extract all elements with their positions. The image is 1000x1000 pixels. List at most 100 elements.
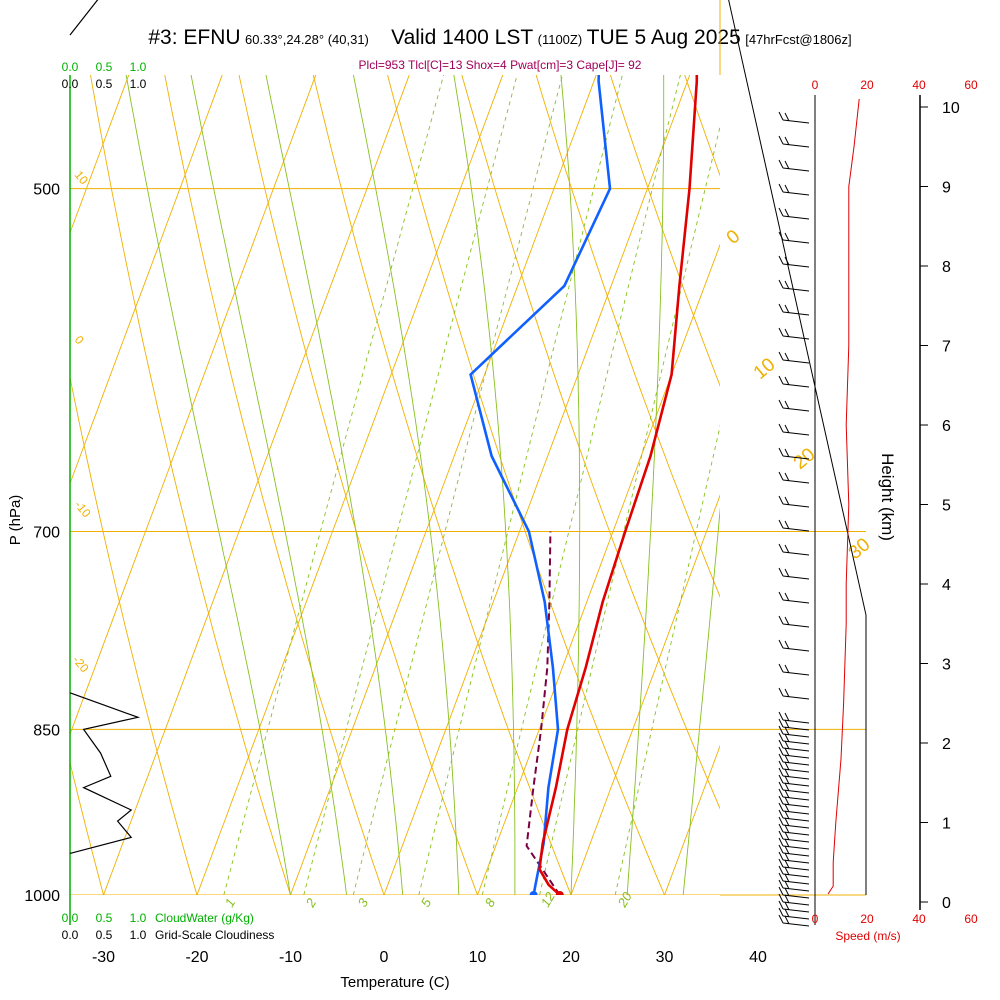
- speed-tick-top: 40: [912, 78, 926, 92]
- wind-barb-flag: [784, 544, 790, 554]
- wind-barb-flag: [784, 712, 790, 722]
- dry-adiabat: [535, 75, 720, 598]
- wind-barb-flag: [778, 279, 784, 289]
- isotherm: [0, 0, 178, 945]
- cloudiness-tick-top: 1.0: [130, 77, 147, 91]
- valid-date: TUE 5 Aug 2025: [586, 26, 741, 49]
- wind-barb-flag: [778, 760, 784, 770]
- wind-barb-flag: [778, 615, 784, 625]
- wind-barb-flag: [784, 796, 790, 806]
- wind-barb: [778, 851, 810, 864]
- wind-barb: [778, 774, 810, 787]
- wind-barb: [778, 159, 810, 172]
- forecast-info: [47hrFcst@1806z]: [745, 32, 852, 47]
- wind-barb-flag: [784, 592, 790, 602]
- wind-barb-flag: [778, 858, 784, 868]
- wind-barb-flag: [778, 159, 784, 169]
- speed-tick-bottom: 0: [812, 912, 819, 926]
- wind-barb-staff: [782, 831, 810, 836]
- temperature-tick-label: -30: [92, 949, 115, 966]
- wind-barb: [778, 423, 810, 436]
- wind-barb-staff: [782, 215, 810, 220]
- wind-barb-flag: [784, 768, 790, 778]
- wind-barb: [778, 865, 810, 878]
- wind-barb-staff: [782, 335, 810, 340]
- wind-barb: [778, 886, 810, 899]
- cloudiness-label: Grid-Scale Cloudiness: [155, 928, 274, 942]
- mixing-ratio-label: 3: [355, 895, 372, 909]
- moist-adiabat: [453, 75, 516, 895]
- wind-barb-flag: [784, 887, 790, 897]
- height-tick-label: 10: [942, 100, 960, 117]
- wind-barb: [778, 495, 810, 508]
- wind-barb-staff: [782, 824, 810, 829]
- wind-barb: [778, 802, 810, 815]
- wind-barb-flag: [784, 280, 790, 290]
- wind-barb: [778, 753, 810, 766]
- dry-adiabat-label: 10: [750, 354, 780, 384]
- wind-barb-flag: [784, 824, 790, 834]
- wind-barb-flag: [778, 718, 784, 728]
- wind-barb-staff: [782, 803, 810, 808]
- isotherm: [103, 75, 410, 895]
- dry-adiabat: [816, 0, 1000, 945]
- wind-barb-flag: [784, 740, 790, 750]
- wind-barb-flag: [778, 914, 784, 924]
- wind-barb-flag: [778, 639, 784, 649]
- cloudwater-tick-top: 1.0: [130, 60, 147, 74]
- cloudwater-tick-bottom: 1.0: [130, 911, 147, 925]
- isotherm: [383, 75, 691, 895]
- wind-barb: [778, 135, 810, 148]
- wind-barb-flag: [784, 304, 790, 314]
- speed-tick-top: 60: [964, 78, 978, 92]
- wind-barb-flag: [784, 376, 790, 386]
- wind-barb: [778, 872, 810, 885]
- wind-barb-flag: [784, 184, 790, 194]
- chart-title: #3: EFNU 60.33°,24.28° (40,31) Valid 140…: [0, 26, 1000, 60]
- wind-barb-flag: [784, 761, 790, 771]
- wind-barb-flag: [784, 520, 790, 530]
- utc-time: (1100Z): [537, 32, 583, 47]
- wind-barb-flag: [778, 900, 784, 910]
- dry-adiabat: [90, 75, 291, 895]
- wind-barb-flag: [784, 754, 790, 764]
- wind-barb-flag: [784, 908, 790, 918]
- wind-barb: [778, 327, 810, 340]
- cloudiness-tick-bottom: 0.0: [62, 928, 79, 942]
- wind-barb-flag: [784, 664, 790, 674]
- temperature-tick-label: 10: [469, 949, 487, 966]
- wind-barb-staff: [782, 695, 810, 700]
- wind-barb-staff: [782, 782, 810, 787]
- valid-time: Valid 1400 LST: [391, 26, 534, 49]
- wind-barb-flag: [778, 830, 784, 840]
- wind-barb-staff: [782, 455, 810, 460]
- wind-barb: [778, 914, 810, 927]
- wind-barb-flag: [778, 471, 784, 481]
- wind-barb-flag: [778, 816, 784, 826]
- pressure-tick-label: 850: [33, 722, 60, 739]
- cloudiness-tick-bottom: 1.0: [130, 928, 147, 942]
- moist-adiabat: [265, 75, 404, 895]
- wind-barb-flag: [784, 256, 790, 266]
- wind-barb-staff: [782, 845, 810, 850]
- wind-barb-flag: [784, 775, 790, 785]
- pressure-tick-label: 1000: [24, 888, 60, 905]
- mixing-ratio-line: [418, 75, 623, 895]
- wind-barb-flag: [778, 781, 784, 791]
- wind-barb-staff: [782, 747, 810, 752]
- wind-barb-flag: [778, 851, 784, 861]
- mixing-ratio-label: 5: [418, 895, 435, 909]
- speed-axis-title: Speed (m/s): [835, 929, 900, 943]
- wind-barb: [778, 663, 810, 676]
- wind-barb-staff: [782, 191, 810, 196]
- wind-barb-flag: [778, 591, 784, 601]
- wind-barb-flag: [778, 183, 784, 193]
- wind-barb-staff: [782, 817, 810, 822]
- stability-params: Plcl=953 Tlcl[C]=13 Shox=4 Pwat[cm]=3 Ca…: [358, 58, 642, 72]
- wind-barb-staff: [782, 726, 810, 731]
- cloudwater-tick-top: 0.0: [62, 60, 79, 74]
- wind-barb-flag: [778, 447, 784, 457]
- wind-barb-flag: [784, 726, 790, 736]
- mixing-ratio-label: 1: [222, 896, 239, 910]
- parcel-curve: [525, 531, 561, 895]
